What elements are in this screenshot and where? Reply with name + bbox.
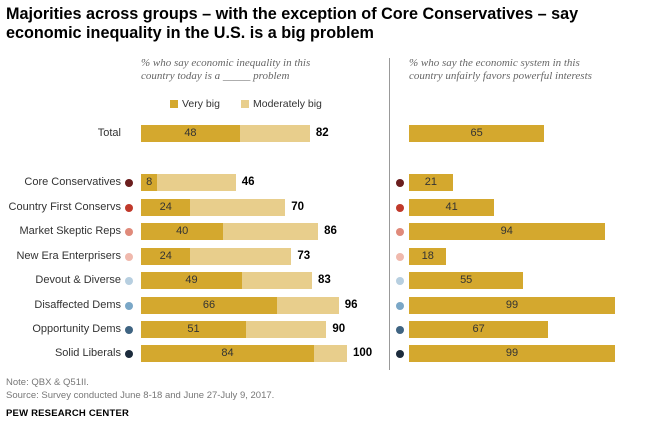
bar-very-big [141, 199, 191, 216]
group-dot-left [125, 302, 133, 310]
group-dot-left [125, 204, 133, 212]
legend-very-big: Very big [170, 98, 220, 110]
bar-label-very-big: 40 [176, 225, 189, 237]
left-subtitle-line1: % who say economic inequality in this [141, 57, 311, 69]
group-dot-right [396, 204, 404, 212]
bar-label-unfair: 65 [470, 127, 483, 139]
bar-moderately-big [314, 345, 347, 362]
right-subtitle-line2: country unfairly favors powerful interes… [409, 70, 592, 82]
note-text: Note: QBX & Q51II. [6, 377, 89, 388]
group-dot-right [396, 253, 404, 261]
bar-unfair [409, 345, 615, 362]
bar-label-very-big: 66 [202, 299, 216, 311]
bar-label-unfair: 21 [424, 176, 437, 188]
row-label-new-era-enterprisers: New Era Enterprisers [16, 250, 121, 262]
bar-label-total: 46 [241, 176, 255, 188]
bar-label-unfair: 94 [500, 225, 513, 237]
bar-unfair [409, 223, 605, 240]
legend-label-moderately-big: Moderately big [253, 98, 322, 110]
group-dot-right [396, 277, 404, 285]
bar-label-unfair: 18 [421, 250, 434, 262]
group-dot-right [396, 350, 404, 358]
group-dot-left [125, 326, 133, 334]
right-subtitle-line1: % who say the economic system in this [409, 57, 580, 69]
group-dot-left [125, 228, 133, 236]
bar-unfair [409, 297, 615, 314]
bar-unfair [409, 174, 453, 191]
bar-label-very-big: 24 [159, 250, 172, 262]
group-dot-left [125, 253, 133, 261]
bar-label-total: 100 [353, 347, 373, 359]
bar-very-big [141, 297, 277, 314]
legend-moderately-big: Moderately big [241, 98, 322, 110]
bar-label-total: 82 [315, 127, 329, 139]
bar-moderately-big [190, 199, 286, 216]
bar-unfair [409, 272, 524, 289]
legend-swatch-moderately-big [241, 100, 249, 108]
row-label-solid-liberals: Solid Liberals [54, 347, 121, 359]
bar-unfair [409, 125, 545, 142]
bar-moderately-big [190, 248, 292, 265]
bar-very-big [141, 125, 240, 142]
bar-very-big [141, 321, 247, 338]
brand-name: PEW RESEARCH CENTER [6, 408, 130, 419]
bar-very-big [141, 345, 315, 362]
bar-label-unfair: 99 [505, 299, 519, 311]
bar-label-total: 90 [332, 323, 346, 335]
bar-very-big [141, 248, 191, 265]
legend-label-very-big: Very big [182, 98, 220, 110]
bar-label-very-big: 8 [146, 176, 153, 188]
bar-label-unfair: 99 [505, 347, 519, 359]
bar-label-unfair: 55 [460, 274, 473, 286]
group-dot-left [125, 179, 133, 187]
chart-title: Majorities across groups – with the exce… [6, 5, 579, 42]
bar-label-total: 73 [297, 250, 311, 262]
bar-label-very-big: 48 [184, 127, 197, 139]
source-text: Source: Survey conducted June 8-18 and J… [6, 390, 275, 401]
bar-unfair [409, 321, 549, 338]
bar-moderately-big [241, 272, 312, 289]
bar-label-total: 70 [291, 201, 304, 213]
left-subtitle-line2: country today is a _____ problem [141, 70, 290, 82]
bar-moderately-big [239, 125, 310, 142]
row-label-core-conservatives: Core Conservatives [24, 176, 121, 188]
group-dot-left [125, 350, 133, 358]
bar-moderately-big [246, 321, 327, 338]
bar-label-very-big: 49 [185, 274, 198, 286]
bar-moderately-big [276, 297, 339, 314]
bar-label-very-big: 51 [187, 323, 200, 335]
group-dot-left [125, 277, 133, 285]
group-dot-right [396, 179, 404, 187]
panel-divider [389, 58, 390, 370]
bar-label-very-big: 24 [159, 201, 172, 213]
group-dot-right [396, 302, 404, 310]
bar-label-total: 86 [324, 225, 337, 237]
row-label-devout-diverse: Devout & Diverse [35, 274, 121, 286]
bar-moderately-big [223, 223, 319, 240]
group-dot-right [396, 228, 404, 236]
bar-label-unfair: 41 [445, 201, 458, 213]
bar-very-big [141, 223, 224, 240]
row-label-market-skeptic-reps: Market Skeptic Reps [19, 225, 121, 237]
right-subtitle: % who say the economic system in this co… [409, 57, 659, 83]
bar-very-big [141, 272, 242, 289]
group-dot-right [396, 326, 404, 334]
bar-unfair [409, 199, 495, 216]
bar-unfair [409, 248, 447, 265]
row-label-disaffected-dems: Disaffected Dems [34, 299, 121, 311]
bar-label-total: 83 [317, 274, 331, 286]
bar-label-unfair: 67 [472, 323, 485, 335]
legend-swatch-very-big [170, 100, 178, 108]
row-label-opportunity-dems: Opportunity Dems [32, 323, 121, 335]
bar-label-very-big: 84 [221, 347, 234, 359]
bar-very-big [141, 174, 158, 191]
left-subtitle: % who say economic inequality in this co… [141, 57, 381, 83]
bar-moderately-big [157, 174, 236, 191]
row-label-total: Total [97, 127, 121, 139]
bar-label-total: 96 [344, 299, 358, 311]
row-label-country-first-conservs: Country First Conservs [8, 201, 121, 213]
